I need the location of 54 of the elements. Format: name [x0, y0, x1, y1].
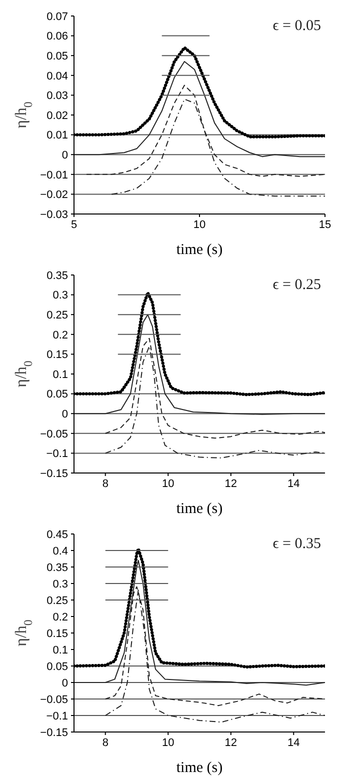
y-tick-label: 0.3: [52, 578, 68, 590]
x-axis-title: time (s): [176, 501, 223, 517]
x-tick-label: 12: [224, 736, 237, 749]
y-tick-label: −0.05: [40, 428, 68, 440]
line-series: [74, 61, 325, 158]
y-tick-label: 0.3: [52, 290, 68, 302]
y-tick-label: 0.15: [46, 349, 68, 362]
y-tick-label: 0.15: [46, 628, 68, 640]
x-tick-label: 14: [288, 478, 300, 490]
x-tick-label: 5: [70, 218, 78, 231]
y-tick-label: −0.05: [40, 694, 68, 706]
y-tick-label: 0.02: [46, 110, 68, 122]
y-tick-label: −0.15: [40, 468, 68, 480]
y-tick-label: −0.15: [40, 726, 68, 739]
y-tick-label: 0.1: [52, 644, 68, 656]
y-tick-label: 0.06: [46, 30, 68, 43]
y-tick-label: 0: [62, 408, 68, 421]
y-tick-label: −0.03: [40, 208, 68, 221]
y-tick-label: 0: [62, 677, 68, 690]
y-tick-label: 0.04: [46, 70, 68, 82]
y-tick-label: −0.1: [46, 710, 68, 722]
annotation: ϵ = 0.35: [272, 536, 321, 553]
x-axis-title: time (s): [176, 242, 223, 258]
y-tick-label: 0: [62, 150, 68, 162]
line-series: [74, 314, 325, 415]
x-tick-label: 8: [102, 478, 108, 490]
y-tick-label: 0.35: [46, 562, 68, 574]
y-tick-label: 0.07: [46, 10, 68, 23]
x-tick-label: 14: [288, 736, 300, 749]
y-tick-label: 0.4: [52, 545, 68, 558]
x-tick-label: 10: [193, 218, 206, 231]
y-tick-label: 0.2: [52, 329, 68, 342]
y-tick-label: 0.25: [46, 310, 68, 322]
y-tick-label: −0.02: [40, 189, 68, 202]
x-tick-label: 8: [102, 736, 108, 749]
y-tick-label: 0.03: [46, 90, 68, 102]
y-tick-label: 0.05: [46, 50, 68, 63]
y-tick-label: 0.2: [52, 611, 68, 624]
y-tick-label: −0.1: [46, 448, 68, 460]
y-tick-label: −0.01: [40, 169, 68, 182]
y-tick-label: 0.05: [46, 388, 68, 401]
y-tick-label: 0.05: [46, 660, 68, 673]
y-tick-label: 0.1: [52, 368, 68, 381]
annotation: ϵ = 0.05: [272, 18, 321, 35]
y-tick-label: 0.45: [46, 528, 68, 541]
y-tick-label: 0.25: [46, 594, 68, 607]
y-tick-label: 0.01: [46, 130, 68, 142]
y-tick-label: 0.35: [46, 270, 68, 282]
x-tick-label: 10: [162, 478, 174, 490]
x-axis-title: time (s): [176, 760, 223, 776]
annotation: ϵ = 0.25: [272, 277, 321, 294]
x-tick-label: 10: [162, 736, 174, 749]
x-tick-label: 15: [318, 218, 332, 231]
x-tick-label: 12: [224, 478, 237, 490]
